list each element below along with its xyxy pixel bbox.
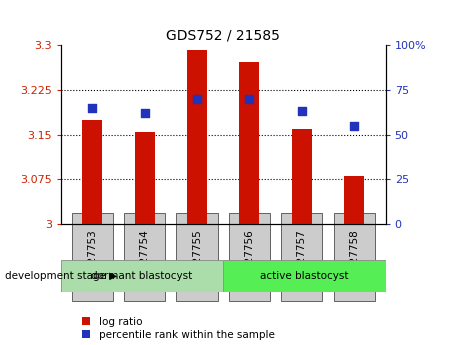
Point bbox=[246, 96, 253, 101]
Point bbox=[298, 108, 305, 114]
Text: development stage ▶: development stage ▶ bbox=[5, 271, 117, 281]
Bar bbox=[292, 129, 312, 224]
Bar bbox=[187, 50, 207, 224]
Bar bbox=[344, 176, 364, 224]
Bar bbox=[239, 62, 259, 224]
Point bbox=[89, 105, 96, 110]
Point bbox=[193, 96, 201, 101]
Point bbox=[350, 123, 358, 128]
FancyBboxPatch shape bbox=[61, 260, 223, 292]
Text: dormant blastocyst: dormant blastocyst bbox=[92, 271, 193, 281]
FancyBboxPatch shape bbox=[223, 260, 386, 292]
Bar bbox=[135, 131, 155, 224]
Text: active blastocyst: active blastocyst bbox=[260, 271, 349, 281]
Bar bbox=[83, 120, 102, 224]
Legend: log ratio, percentile rank within the sample: log ratio, percentile rank within the sa… bbox=[82, 317, 274, 340]
Title: GDS752 / 21585: GDS752 / 21585 bbox=[166, 28, 280, 42]
Point bbox=[141, 110, 148, 116]
